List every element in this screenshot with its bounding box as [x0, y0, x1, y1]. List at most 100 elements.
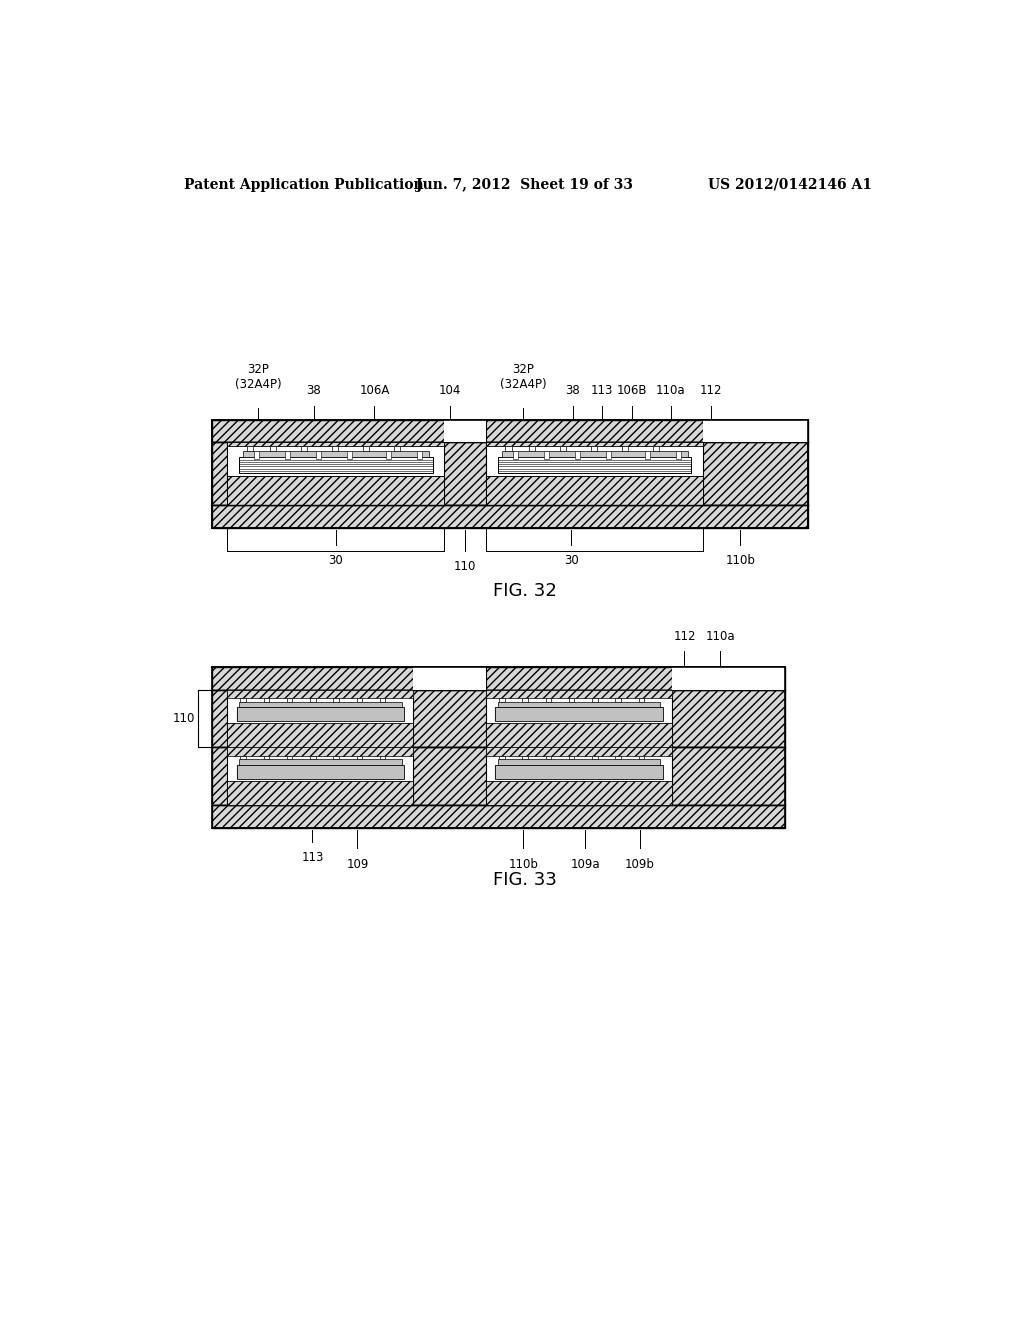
- Bar: [241, 755, 246, 759]
- Bar: [212, 747, 785, 805]
- Bar: [486, 442, 703, 446]
- Bar: [486, 747, 672, 755]
- Bar: [212, 689, 785, 747]
- Bar: [270, 446, 276, 451]
- Bar: [486, 442, 703, 506]
- Bar: [310, 755, 315, 759]
- Bar: [356, 698, 362, 702]
- Bar: [622, 446, 628, 451]
- Bar: [227, 442, 444, 506]
- Text: 112: 112: [673, 631, 695, 644]
- Bar: [500, 698, 505, 702]
- Bar: [212, 667, 785, 829]
- Bar: [212, 805, 785, 829]
- Bar: [639, 755, 644, 759]
- Text: 32P
(32A4P): 32P (32A4P): [234, 363, 282, 391]
- Bar: [237, 708, 403, 721]
- Bar: [212, 420, 809, 528]
- Bar: [569, 698, 574, 702]
- Bar: [241, 698, 246, 702]
- Bar: [334, 755, 339, 759]
- Bar: [212, 420, 809, 442]
- Text: 112: 112: [699, 384, 722, 397]
- Bar: [247, 446, 253, 451]
- Bar: [263, 698, 269, 702]
- Bar: [522, 755, 528, 759]
- Bar: [575, 451, 580, 459]
- Text: 113: 113: [591, 384, 613, 397]
- Bar: [522, 698, 528, 702]
- Bar: [486, 723, 672, 747]
- Text: 113: 113: [301, 851, 324, 865]
- Bar: [546, 755, 551, 759]
- Bar: [676, 451, 681, 459]
- Bar: [227, 747, 414, 805]
- Bar: [394, 446, 400, 451]
- Text: 110b: 110b: [725, 554, 755, 568]
- Text: 110: 110: [172, 711, 195, 725]
- Bar: [380, 698, 385, 702]
- Bar: [513, 451, 518, 459]
- Text: 110a: 110a: [706, 631, 735, 644]
- Bar: [486, 477, 703, 506]
- Bar: [496, 764, 663, 779]
- Bar: [591, 446, 597, 451]
- Bar: [310, 698, 315, 702]
- Bar: [703, 420, 809, 442]
- Text: FIG. 33: FIG. 33: [493, 871, 557, 888]
- Text: 104: 104: [438, 384, 461, 397]
- Bar: [560, 446, 566, 451]
- Bar: [592, 755, 598, 759]
- Bar: [237, 764, 403, 779]
- Bar: [227, 689, 414, 698]
- Bar: [606, 451, 611, 459]
- Bar: [498, 457, 691, 473]
- Text: 106B: 106B: [616, 384, 647, 397]
- Bar: [212, 504, 809, 528]
- Bar: [239, 702, 401, 708]
- Bar: [227, 781, 414, 805]
- Text: 110: 110: [454, 561, 476, 573]
- Bar: [380, 755, 385, 759]
- Bar: [652, 446, 658, 451]
- Bar: [316, 451, 321, 459]
- Bar: [227, 477, 444, 506]
- Bar: [546, 698, 551, 702]
- Bar: [287, 698, 292, 702]
- Text: 30: 30: [564, 554, 579, 568]
- Text: 110a: 110a: [655, 384, 685, 397]
- Text: 32P
(32A4P): 32P (32A4P): [500, 363, 547, 391]
- Bar: [498, 759, 660, 764]
- Bar: [645, 451, 649, 459]
- Text: 106A: 106A: [359, 384, 390, 397]
- Bar: [287, 755, 292, 759]
- Bar: [506, 446, 512, 451]
- Bar: [615, 755, 621, 759]
- Bar: [615, 698, 621, 702]
- Bar: [356, 755, 362, 759]
- Bar: [498, 702, 660, 708]
- Bar: [592, 698, 598, 702]
- Bar: [486, 689, 672, 698]
- Text: 110b: 110b: [508, 858, 539, 871]
- Text: 109a: 109a: [570, 858, 600, 871]
- Bar: [417, 451, 422, 459]
- Bar: [672, 667, 785, 689]
- Bar: [286, 451, 290, 459]
- Text: 38: 38: [306, 384, 322, 397]
- Bar: [332, 446, 338, 451]
- Bar: [486, 689, 672, 747]
- Bar: [486, 747, 672, 805]
- Bar: [500, 755, 505, 759]
- Bar: [263, 755, 269, 759]
- Bar: [239, 759, 401, 764]
- Bar: [227, 723, 414, 747]
- Bar: [212, 667, 785, 689]
- Bar: [227, 689, 414, 747]
- Bar: [444, 420, 486, 442]
- Text: Patent Application Publication: Patent Application Publication: [183, 178, 424, 191]
- Bar: [243, 451, 429, 457]
- Bar: [502, 451, 687, 457]
- Bar: [254, 451, 259, 459]
- Text: 30: 30: [329, 554, 343, 568]
